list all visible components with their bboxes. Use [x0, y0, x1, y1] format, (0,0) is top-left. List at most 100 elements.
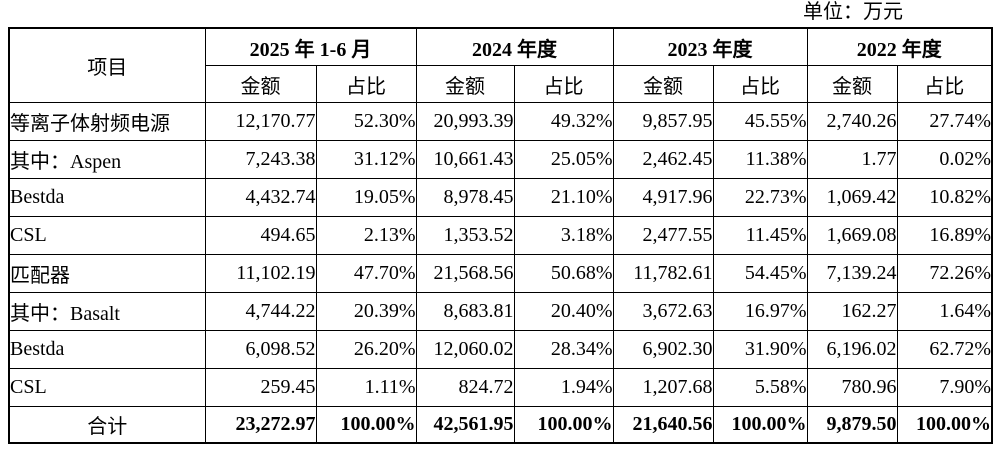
ratio-cell: 25.05%	[513, 140, 614, 179]
amount-cell: 21,568.56	[415, 254, 515, 293]
period-header-2024: 2024 年度	[415, 27, 614, 66]
table-row: 等离子体射频电源 12,170.77 52.30% 20,993.39 49.3…	[8, 102, 993, 141]
amount-cell: 6,196.02	[806, 330, 898, 369]
amount-cell: 12,060.02	[415, 330, 515, 369]
total-amount-cell: 21,640.56	[612, 406, 714, 444]
amount-cell: 8,683.81	[415, 292, 515, 331]
total-row-label: 合计	[8, 406, 206, 444]
ratio-subheader: 占比	[712, 65, 808, 103]
total-ratio-cell: 100.00%	[896, 406, 993, 444]
ratio-subheader: 占比	[896, 65, 993, 103]
row-label: 其中：Basalt	[8, 292, 206, 331]
ratio-cell: 16.97%	[712, 292, 808, 331]
period-header-row: 项目 2025 年 1-6 月 2024 年度 2023 年度 2022 年度	[8, 27, 993, 103]
ratio-cell: 54.45%	[712, 254, 808, 293]
amount-cell: 11,102.19	[204, 254, 317, 293]
amount-cell: 4,432.74	[204, 178, 317, 217]
ratio-cell: 10.82%	[896, 178, 993, 217]
amount-cell: 1,353.52	[415, 216, 515, 255]
ratio-cell: 20.40%	[513, 292, 614, 331]
amount-cell: 7,243.38	[204, 140, 317, 179]
unit-label: 单位：万元	[803, 1, 903, 23]
ratio-cell: 49.32%	[513, 102, 614, 141]
row-label: CSL	[8, 368, 206, 407]
ratio-cell: 26.20%	[315, 330, 417, 369]
ratio-cell: 19.05%	[315, 178, 417, 217]
total-row: 合计 23,272.97 100.00% 42,561.95 100.00% 2…	[8, 406, 993, 444]
amount-cell: 162.27	[806, 292, 898, 331]
item-column-header: 项目	[8, 27, 206, 103]
row-label: 其中：Aspen	[8, 140, 206, 179]
ratio-cell: 1.11%	[315, 368, 417, 407]
ratio-cell: 5.58%	[712, 368, 808, 407]
amount-cell: 9,857.95	[612, 102, 714, 141]
amount-cell: 1,669.08	[806, 216, 898, 255]
amount-cell: 11,782.61	[612, 254, 714, 293]
row-label: 等离子体射频电源	[8, 102, 206, 141]
amount-cell: 7,139.24	[806, 254, 898, 293]
ratio-cell: 31.90%	[712, 330, 808, 369]
amount-cell: 1,069.42	[806, 178, 898, 217]
amount-cell: 3,672.63	[612, 292, 714, 331]
subheader-row: 金额 占比 金额 占比 金额 占比 金额 占比	[9, 65, 993, 103]
amount-cell: 2,740.26	[806, 102, 898, 141]
ratio-subheader: 占比	[315, 65, 417, 103]
ratio-cell: 50.68%	[513, 254, 614, 293]
amount-cell: 494.65	[204, 216, 317, 255]
amount-subheader: 金额	[415, 65, 515, 103]
ratio-cell: 1.94%	[513, 368, 614, 407]
total-amount-cell: 23,272.97	[204, 406, 317, 444]
row-label: 匹配器	[8, 254, 206, 293]
ratio-cell: 52.30%	[315, 102, 417, 141]
amount-subheader: 金额	[612, 65, 714, 103]
ratio-cell: 7.90%	[896, 368, 993, 407]
amount-cell: 8,978.45	[415, 178, 515, 217]
ratio-cell: 22.73%	[712, 178, 808, 217]
table-row: 其中：Aspen 7,243.38 31.12% 10,661.43 25.05…	[8, 140, 993, 179]
ratio-cell: 11.45%	[712, 216, 808, 255]
ratio-cell: 21.10%	[513, 178, 614, 217]
ratio-cell: 20.39%	[315, 292, 417, 331]
total-ratio-cell: 100.00%	[315, 406, 417, 444]
period-header-2022: 2022 年度	[806, 27, 993, 66]
ratio-cell: 3.18%	[513, 216, 614, 255]
amount-cell: 1.77	[806, 140, 898, 179]
ratio-subheader: 占比	[513, 65, 614, 103]
amount-cell: 10,661.43	[415, 140, 515, 179]
row-label: Bestda	[8, 330, 206, 369]
amount-cell: 1,207.68	[612, 368, 714, 407]
ratio-cell: 11.38%	[712, 140, 808, 179]
amount-cell: 6,098.52	[204, 330, 317, 369]
table-row: CSL 259.45 1.11% 824.72 1.94% 1,207.68 5…	[8, 368, 993, 407]
period-header-2025h1: 2025 年 1-6 月	[204, 27, 417, 66]
total-ratio-cell: 100.00%	[712, 406, 808, 444]
total-amount-cell: 42,561.95	[415, 406, 515, 444]
ratio-cell: 16.89%	[896, 216, 993, 255]
total-amount-cell: 9,879.50	[806, 406, 898, 444]
ratio-cell: 0.02%	[896, 140, 993, 179]
amount-cell: 780.96	[806, 368, 898, 407]
ratio-cell: 45.55%	[712, 102, 808, 141]
ratio-cell: 1.64%	[896, 292, 993, 331]
ratio-cell: 2.13%	[315, 216, 417, 255]
ratio-cell: 27.74%	[896, 102, 993, 141]
table-row: CSL 494.65 2.13% 1,353.52 3.18% 2,477.55…	[8, 216, 993, 255]
amount-cell: 20,993.39	[415, 102, 515, 141]
amount-cell: 12,170.77	[204, 102, 317, 141]
revenue-breakdown-table: 项目 2025 年 1-6 月 2024 年度 2023 年度 2022 年度 …	[8, 27, 994, 444]
amount-cell: 2,477.55	[612, 216, 714, 255]
amount-cell: 2,462.45	[612, 140, 714, 179]
ratio-cell: 62.72%	[896, 330, 993, 369]
ratio-cell: 47.70%	[315, 254, 417, 293]
table-row: 其中：Basalt 4,744.22 20.39% 8,683.81 20.40…	[8, 292, 993, 331]
amount-cell: 4,744.22	[204, 292, 317, 331]
amount-cell: 4,917.96	[612, 178, 714, 217]
table-row: Bestda 4,432.74 19.05% 8,978.45 21.10% 4…	[8, 178, 993, 217]
amount-cell: 259.45	[204, 368, 317, 407]
amount-subheader: 金额	[806, 65, 898, 103]
amount-cell: 6,902.30	[612, 330, 714, 369]
ratio-cell: 28.34%	[513, 330, 614, 369]
table-row: 匹配器 11,102.19 47.70% 21,568.56 50.68% 11…	[8, 254, 993, 293]
period-header-2023: 2023 年度	[612, 27, 808, 66]
